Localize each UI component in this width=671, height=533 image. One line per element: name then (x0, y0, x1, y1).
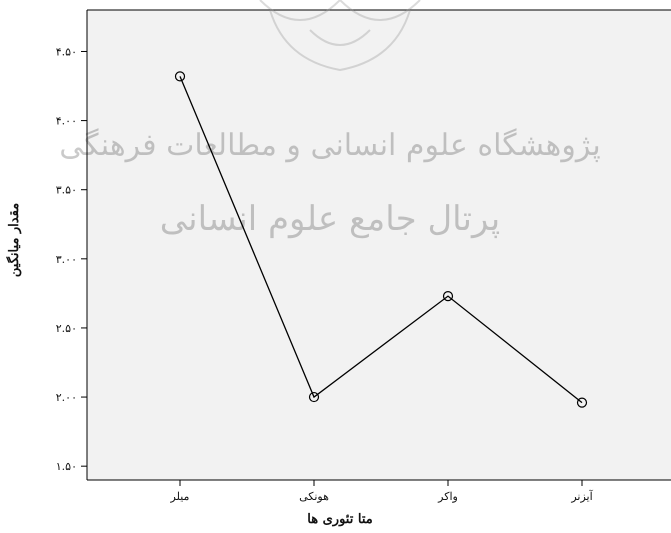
data-point (308, 391, 320, 403)
y-tick-label: ۴.۵۰ (56, 45, 77, 58)
data-point (576, 397, 588, 408)
data-point (442, 291, 454, 302)
series-line (179, 76, 583, 404)
data-point (174, 71, 186, 82)
x-tick-label: میلر (170, 490, 190, 503)
y-tick-label: ۴.۰۰ (56, 115, 77, 128)
y-tick-label: ۱.۵۰ (56, 460, 77, 473)
x-tick-label: آیزنر (570, 490, 593, 503)
watermark-text-1: پژوهشگاه علوم انسانی و مطالعات فرهنگی (59, 128, 601, 163)
watermark: پژوهشگاه علوم انسانی و مطالعات فرهنگی پر… (59, 128, 601, 239)
x-tick-label: واکر (437, 490, 458, 503)
plot-area (87, 10, 671, 480)
x-axis-ticks: میلر هونکی واکر آیزنر (170, 480, 594, 503)
y-tick-label: ۳.۰۰ (56, 253, 77, 266)
x-tick-label: هونکی (299, 490, 329, 503)
y-tick-label: ۲.۵۰ (56, 322, 77, 335)
watermark-text-2: پرتال جامع علوم انسانی (160, 199, 500, 239)
y-axis-ticks: ۱.۵۰ ۲.۰۰ ۲.۵۰ ۳.۰۰ ۳.۵۰ ۴.۰۰ ۴.۵۰ (56, 45, 87, 473)
x-axis-label: متا تئوری ها (307, 512, 372, 527)
y-tick-label: ۳.۵۰ (56, 184, 77, 197)
y-axis-label: مقدار میانگین (5, 203, 22, 277)
series-group (174, 71, 588, 408)
y-tick-label: ۲.۰۰ (56, 391, 77, 404)
